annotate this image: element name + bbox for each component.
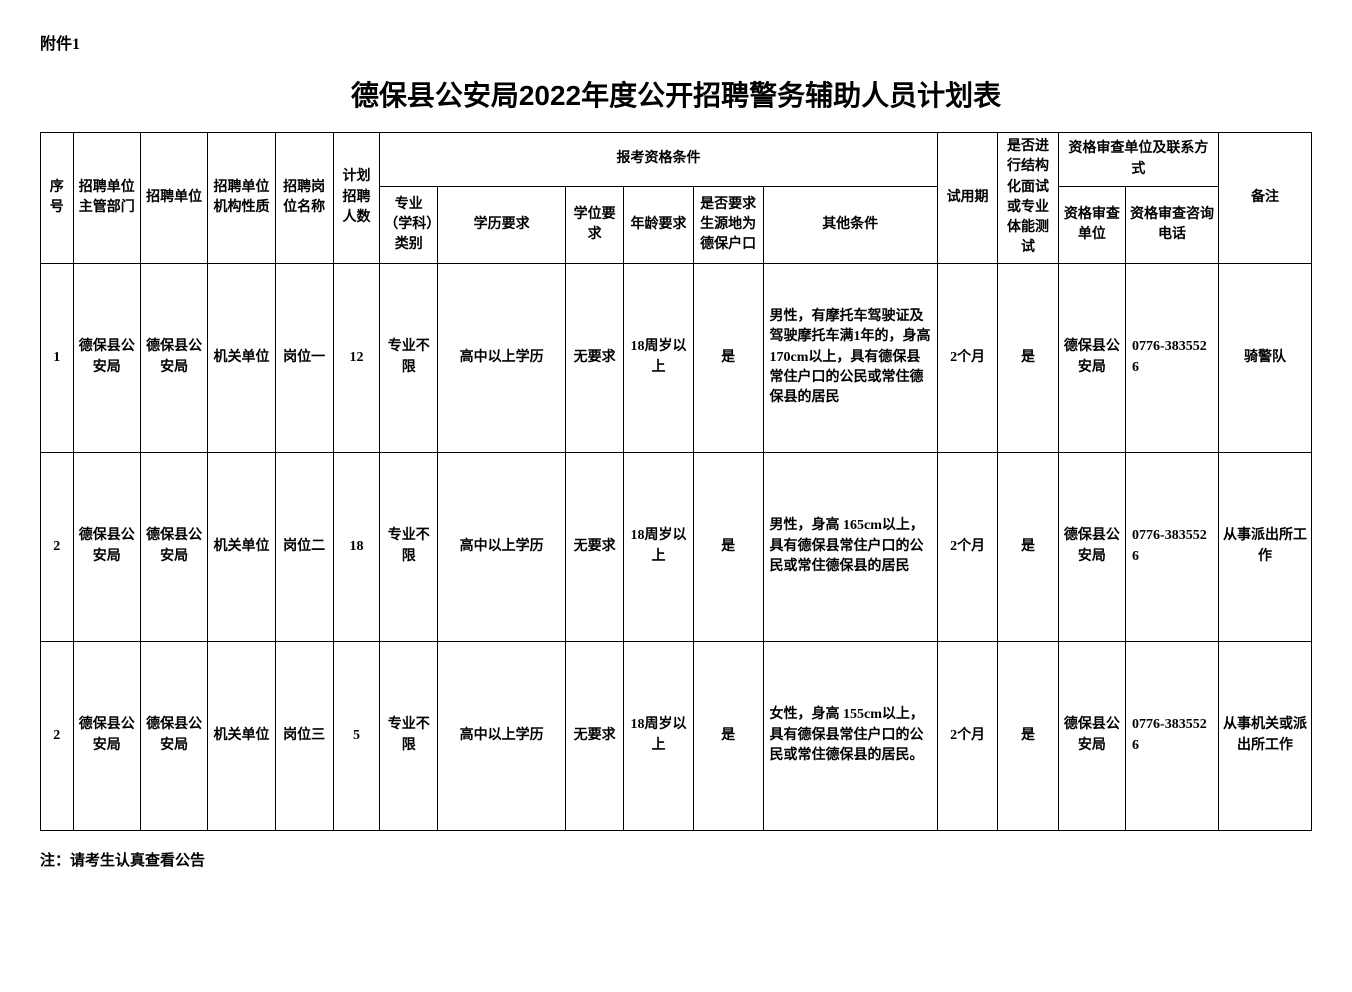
cell-count: 5 <box>333 641 379 830</box>
plan-table: 序号 招聘单位主管部门 招聘单位 招聘单位机构性质 招聘岗位名称 计划招聘人数 … <box>40 132 1312 831</box>
th-degree: 学位要求 <box>566 187 624 264</box>
th-contact-group: 资格审查单位及联系方式 <box>1058 133 1218 187</box>
cell-unit: 德保县公安局 <box>140 641 207 830</box>
cell-trial: 2个月 <box>937 452 997 641</box>
cell-trial: 2个月 <box>937 641 997 830</box>
th-unit: 招聘单位 <box>140 133 207 264</box>
th-test: 是否进行结构化面试或专业体能测试 <box>998 133 1058 264</box>
cell-test: 是 <box>998 452 1058 641</box>
th-dept: 招聘单位主管部门 <box>73 133 140 264</box>
th-other: 其他条件 <box>763 187 937 264</box>
cell-test: 是 <box>998 641 1058 830</box>
cell-review_unit: 德保县公安局 <box>1058 263 1125 452</box>
cell-seq: 2 <box>41 452 74 641</box>
cell-seq: 2 <box>41 641 74 830</box>
cell-edu: 高中以上学历 <box>438 263 566 452</box>
cell-degree: 无要求 <box>566 641 624 830</box>
table-row: 2德保县公安局德保县公安局机关单位岗位三5专业不限高中以上学历无要求18周岁以上… <box>41 641 1312 830</box>
cell-review_tel: 0776-3835526 <box>1126 452 1219 641</box>
table-row: 2德保县公安局德保县公安局机关单位岗位二18专业不限高中以上学历无要求18周岁以… <box>41 452 1312 641</box>
cell-remark: 骑警队 <box>1218 263 1311 452</box>
cell-test: 是 <box>998 263 1058 452</box>
cell-age: 18周岁以上 <box>624 263 694 452</box>
cell-dept: 德保县公安局 <box>73 452 140 641</box>
cell-hukou: 是 <box>693 641 763 830</box>
cell-remark: 从事机关或派出所工作 <box>1218 641 1311 830</box>
cell-unit: 德保县公安局 <box>140 263 207 452</box>
cell-hukou: 是 <box>693 452 763 641</box>
cell-major: 专业不限 <box>380 263 438 452</box>
cell-unit: 德保县公安局 <box>140 452 207 641</box>
th-nature: 招聘单位机构性质 <box>208 133 275 264</box>
th-count: 计划招聘人数 <box>333 133 379 264</box>
cell-dept: 德保县公安局 <box>73 263 140 452</box>
th-review-tel: 资格审查咨询电话 <box>1126 187 1219 264</box>
document-page: 附件1 德保县公安局2022年度公开招聘警务辅助人员计划表 序号 招聘单位主管部… <box>0 0 1352 900</box>
th-remark: 备注 <box>1218 133 1311 264</box>
th-seq: 序号 <box>41 133 74 264</box>
th-major: 专业（学科）类别 <box>380 187 438 264</box>
header-row-1: 序号 招聘单位主管部门 招聘单位 招聘单位机构性质 招聘岗位名称 计划招聘人数 … <box>41 133 1312 187</box>
cell-edu: 高中以上学历 <box>438 452 566 641</box>
cell-post: 岗位三 <box>275 641 333 830</box>
th-review-unit: 资格审查单位 <box>1058 187 1125 264</box>
cell-nature: 机关单位 <box>208 452 275 641</box>
cell-other: 女性，身高 155cm以上，具有德保县常住户口的公民或常住德保县的居民。 <box>763 641 937 830</box>
cell-age: 18周岁以上 <box>624 641 694 830</box>
th-qual-group: 报考资格条件 <box>380 133 938 187</box>
th-edu: 学历要求 <box>438 187 566 264</box>
cell-degree: 无要求 <box>566 263 624 452</box>
cell-seq: 1 <box>41 263 74 452</box>
th-post: 招聘岗位名称 <box>275 133 333 264</box>
cell-dept: 德保县公安局 <box>73 641 140 830</box>
footnote: 注：请考生认真查看公告 <box>40 849 1312 870</box>
cell-age: 18周岁以上 <box>624 452 694 641</box>
document-title: 德保县公安局2022年度公开招聘警务辅助人员计划表 <box>40 74 1312 114</box>
cell-hukou: 是 <box>693 263 763 452</box>
cell-remark: 从事派出所工作 <box>1218 452 1311 641</box>
cell-review_unit: 德保县公安局 <box>1058 641 1125 830</box>
cell-review_tel: 0776-3835526 <box>1126 641 1219 830</box>
cell-nature: 机关单位 <box>208 263 275 452</box>
cell-post: 岗位二 <box>275 452 333 641</box>
cell-edu: 高中以上学历 <box>438 641 566 830</box>
cell-count: 18 <box>333 452 379 641</box>
cell-count: 12 <box>333 263 379 452</box>
cell-review_unit: 德保县公安局 <box>1058 452 1125 641</box>
cell-post: 岗位一 <box>275 263 333 452</box>
cell-major: 专业不限 <box>380 452 438 641</box>
cell-review_tel: 0776-3835526 <box>1126 263 1219 452</box>
cell-degree: 无要求 <box>566 452 624 641</box>
th-age: 年龄要求 <box>624 187 694 264</box>
cell-major: 专业不限 <box>380 641 438 830</box>
cell-trial: 2个月 <box>937 263 997 452</box>
th-trial: 试用期 <box>937 133 997 264</box>
cell-other: 男性，有摩托车驾驶证及驾驶摩托车满1年的，身高170cm以上，具有德保县常住户口… <box>763 263 937 452</box>
th-hukou: 是否要求生源地为德保户口 <box>693 187 763 264</box>
attachment-label: 附件1 <box>40 30 1312 54</box>
cell-nature: 机关单位 <box>208 641 275 830</box>
cell-other: 男性，身高 165cm以上，具有德保县常住户口的公民或常住德保县的居民 <box>763 452 937 641</box>
table-row: 1德保县公安局德保县公安局机关单位岗位一12专业不限高中以上学历无要求18周岁以… <box>41 263 1312 452</box>
